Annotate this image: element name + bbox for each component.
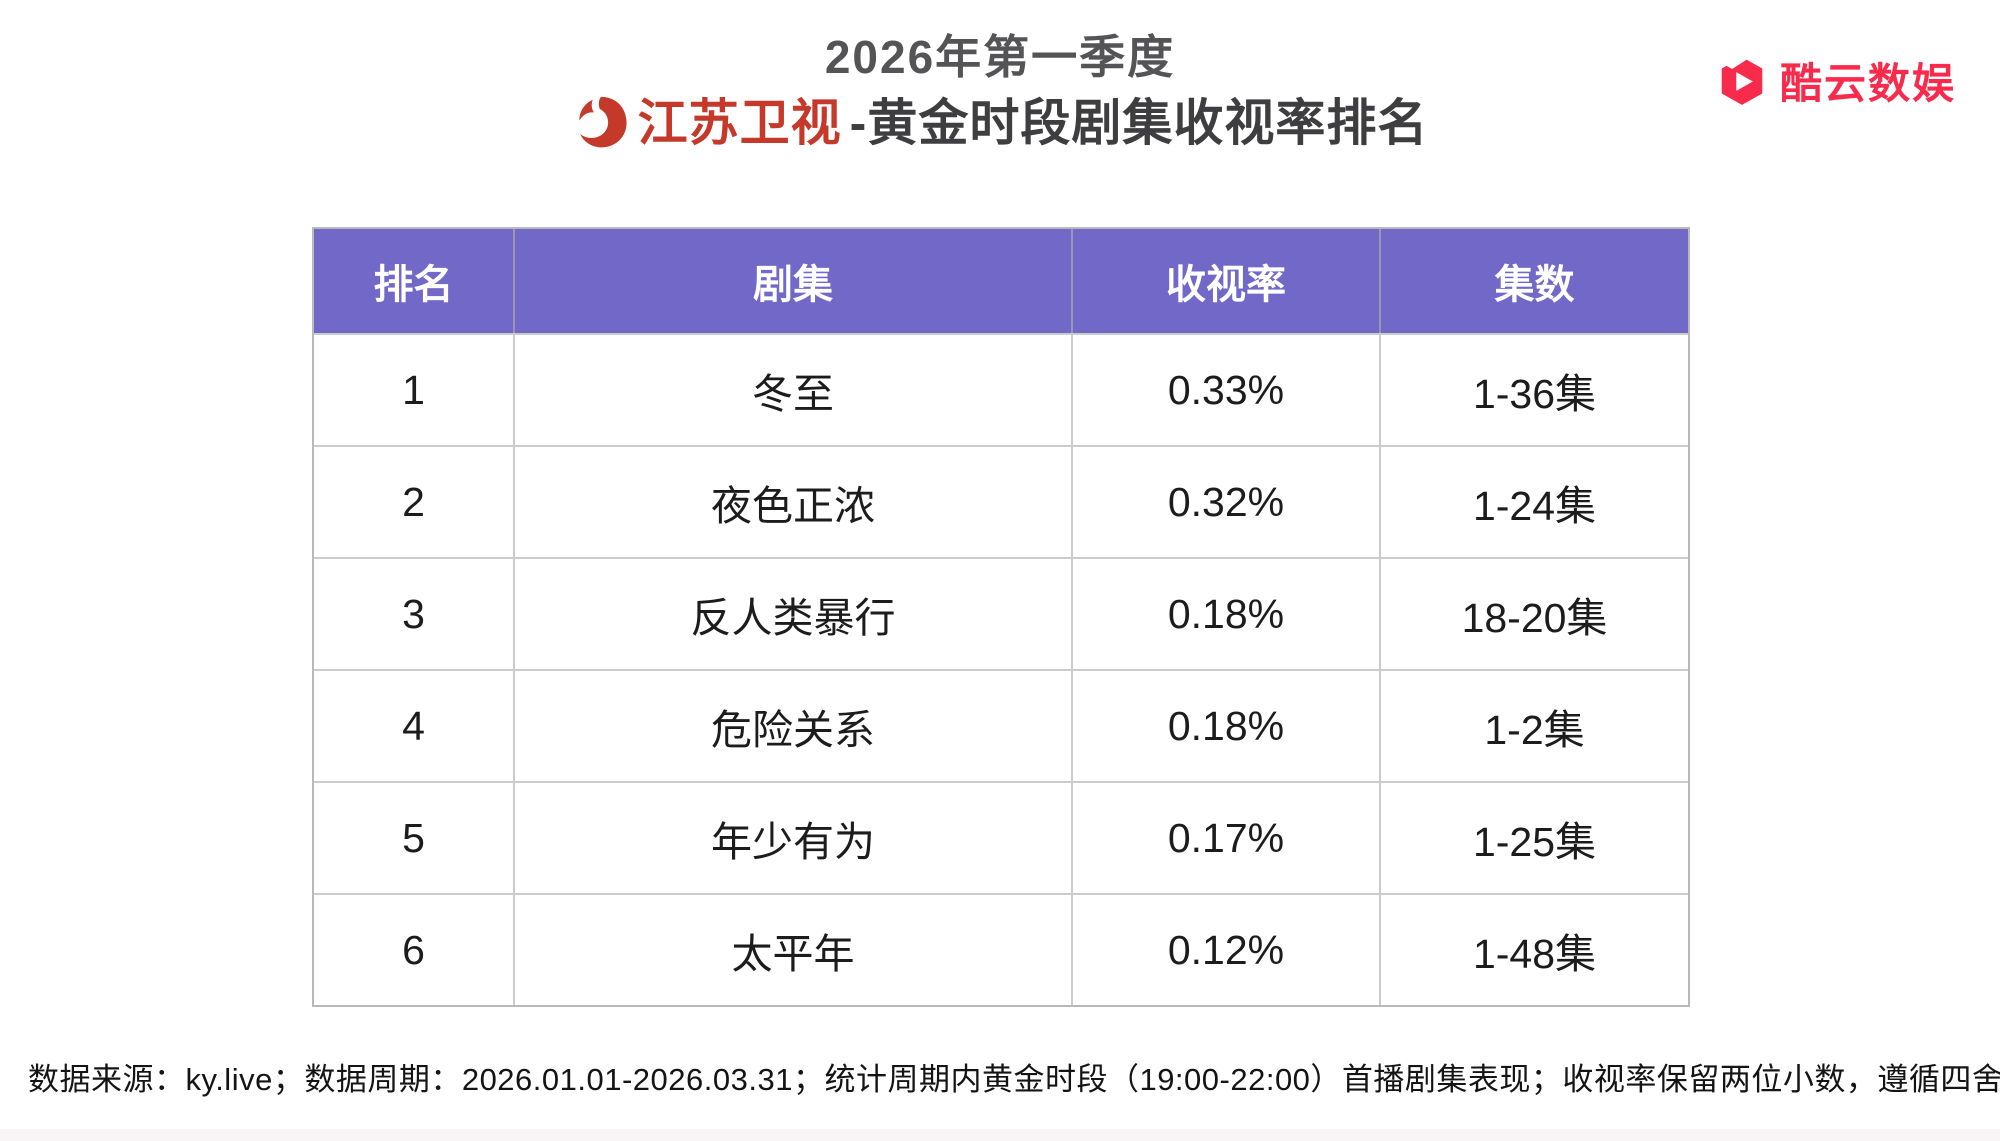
episodes-cell: 1-36集 xyxy=(1379,333,1688,445)
episodes-cell: 1-25集 xyxy=(1379,781,1688,893)
rating-cell: 0.18% xyxy=(1071,557,1379,669)
rating-cell: 0.17% xyxy=(1071,781,1379,893)
drama-cell: 夜色正浓 xyxy=(513,445,1071,557)
channel-name: 江苏卫视 xyxy=(637,95,842,151)
rank-cell: 6 xyxy=(314,893,513,1005)
bottom-strip xyxy=(0,1129,2000,1141)
episodes-cell: 1-24集 xyxy=(1379,445,1688,557)
drama-cell: 冬至 xyxy=(513,333,1071,445)
column-header-drama: 剧集 xyxy=(513,229,1071,333)
rating-cell: 0.18% xyxy=(1071,669,1379,781)
table-row: 2 夜色正浓 0.32% 1-24集 xyxy=(314,445,1688,557)
rating-cell: 0.12% xyxy=(1071,893,1379,1005)
episodes-cell: 1-48集 xyxy=(1379,893,1688,1005)
title-suffix: -黄金时段剧集收视率排名 xyxy=(849,95,1429,151)
table-row: 6 太平年 0.12% 1-48集 xyxy=(314,893,1688,1005)
title-block: 2026年第一季度 江苏卫视 -黄金时段剧集收视率排名 xyxy=(0,30,2000,154)
table-row: 5 年少有为 0.17% 1-25集 xyxy=(314,781,1688,893)
jiangsu-tv-logo-icon xyxy=(579,96,627,148)
rank-cell: 3 xyxy=(314,557,513,669)
episodes-cell: 1-2集 xyxy=(1379,669,1688,781)
rank-cell: 4 xyxy=(314,669,513,781)
rating-cell: 0.33% xyxy=(1071,333,1379,445)
data-source-footnote: 数据来源：ky.live；数据周期：2026.01.01-2026.03.31；… xyxy=(28,1062,2000,1097)
drama-cell: 反人类暴行 xyxy=(513,557,1071,669)
drama-cell: 危险关系 xyxy=(513,669,1071,781)
table-row: 3 反人类暴行 0.18% 18-20集 xyxy=(314,557,1688,669)
rating-cell: 0.32% xyxy=(1071,445,1379,557)
episodes-cell: 18-20集 xyxy=(1379,557,1688,669)
kuyun-brand: 酷云数娱 xyxy=(1716,50,1956,111)
drama-cell: 年少有为 xyxy=(513,781,1071,893)
title-quarter: 2026年第一季度 xyxy=(824,31,1176,83)
column-header-rating: 收视率 xyxy=(1071,229,1379,333)
title-main: 江苏卫视 -黄金时段剧集收视率排名 xyxy=(0,92,2000,154)
ratings-table: 排名 剧集 收视率 集数 1 冬至 0.33% 1-36集 2 夜色正浓 0.3… xyxy=(312,227,1690,1007)
rank-cell: 5 xyxy=(314,781,513,893)
kuyun-logo-icon xyxy=(1721,55,1763,105)
column-header-rank: 排名 xyxy=(373,263,454,307)
table-row: 1 冬至 0.33% 1-36集 xyxy=(314,333,1688,445)
rank-cell: 1 xyxy=(314,333,513,445)
kuyun-brand-name: 酷云数娱 xyxy=(1779,60,1956,107)
rank-cell: 2 xyxy=(314,445,513,557)
table-header-row: 排名 剧集 收视率 集数 xyxy=(314,229,1688,333)
column-header-episodes: 集数 xyxy=(1379,229,1688,333)
drama-cell: 太平年 xyxy=(513,893,1071,1005)
table-row: 4 危险关系 0.18% 1-2集 xyxy=(314,669,1688,781)
